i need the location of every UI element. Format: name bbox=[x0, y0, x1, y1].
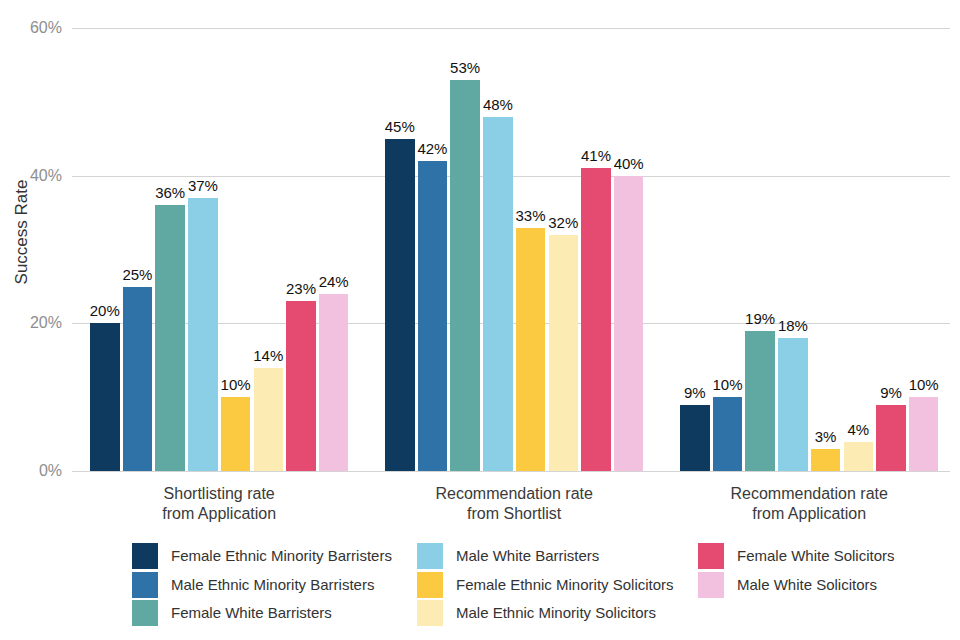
legend-label: Male Ethnic Minority Solicitors bbox=[456, 604, 656, 622]
bar bbox=[614, 176, 644, 471]
legend-label: Male Ethnic Minority Barristers bbox=[171, 576, 374, 594]
bar bbox=[909, 397, 939, 471]
y-gridline-60% bbox=[72, 28, 950, 29]
bar-value-label: 45% bbox=[373, 118, 427, 135]
bar-value-label: 18% bbox=[766, 317, 820, 334]
legend-label: Male White Barristers bbox=[456, 547, 599, 565]
legend-swatch bbox=[132, 572, 158, 598]
bar bbox=[581, 168, 611, 471]
category-label-line: from Application bbox=[79, 504, 359, 524]
bar bbox=[188, 198, 218, 471]
legend-swatch bbox=[417, 572, 443, 598]
bar bbox=[516, 228, 546, 472]
bar bbox=[319, 294, 349, 471]
y-tick-label: 20% bbox=[12, 314, 62, 332]
bar bbox=[123, 287, 153, 472]
category-label: Recommendation ratefrom Shortlist bbox=[374, 484, 654, 524]
category-label-line: Recommendation rate bbox=[374, 484, 654, 504]
bar-value-label: 10% bbox=[897, 376, 951, 393]
bar bbox=[811, 449, 841, 471]
bar bbox=[155, 205, 185, 471]
y-tick-label: 40% bbox=[12, 167, 62, 185]
bar bbox=[844, 442, 874, 472]
grouped-bar-chart: Success Rate 0%20%40%60%20%45%9%25%42%10… bbox=[0, 0, 960, 640]
bar bbox=[483, 117, 513, 471]
category-label-line: from Shortlist bbox=[374, 504, 654, 524]
legend-swatch bbox=[132, 600, 158, 626]
bar bbox=[286, 301, 316, 471]
bar bbox=[745, 331, 775, 471]
bar bbox=[90, 323, 120, 471]
legend-swatch bbox=[698, 572, 724, 598]
bar bbox=[680, 405, 710, 471]
category-label-line: from Application bbox=[669, 504, 949, 524]
category-label: Shortlisting ratefrom Application bbox=[79, 484, 359, 524]
bar bbox=[876, 405, 906, 471]
bar-value-label: 40% bbox=[602, 155, 656, 172]
legend-label: Female Ethnic Minority Barristers bbox=[171, 547, 392, 565]
y-tick-label: 0% bbox=[12, 462, 62, 480]
legend-label: Female White Solicitors bbox=[737, 547, 895, 565]
category-label-line: Recommendation rate bbox=[669, 484, 949, 504]
bar-value-label: 37% bbox=[176, 177, 230, 194]
bar bbox=[385, 139, 415, 471]
bar-value-label: 53% bbox=[438, 59, 492, 76]
category-label-line: Shortlisting rate bbox=[79, 484, 359, 504]
legend-swatch bbox=[132, 543, 158, 569]
legend-swatch bbox=[417, 600, 443, 626]
bar bbox=[549, 235, 579, 471]
legend-label: Female White Barristers bbox=[171, 604, 332, 622]
bar-value-label: 24% bbox=[307, 273, 361, 290]
bar bbox=[778, 338, 808, 471]
y-tick-label: 60% bbox=[12, 19, 62, 37]
bar bbox=[713, 397, 743, 471]
legend-label: Male White Solicitors bbox=[737, 576, 877, 594]
bar bbox=[418, 161, 448, 471]
legend-swatch bbox=[698, 543, 724, 569]
bar bbox=[450, 80, 480, 471]
category-label: Recommendation ratefrom Application bbox=[669, 484, 949, 524]
bar bbox=[254, 368, 284, 471]
legend-swatch bbox=[417, 543, 443, 569]
bar bbox=[221, 397, 251, 471]
y-gridline-0% bbox=[72, 471, 950, 472]
bar-value-label: 48% bbox=[471, 96, 525, 113]
legend-label: Female Ethnic Minority Solicitors bbox=[456, 576, 674, 594]
